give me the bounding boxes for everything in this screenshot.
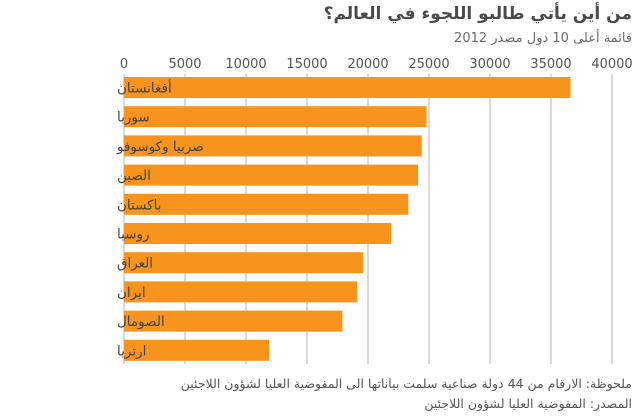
category-label: ايران xyxy=(117,285,146,301)
category-label: صربيا وكوسوفو xyxy=(116,139,204,155)
bar xyxy=(124,252,364,274)
x-tick-label: 0 xyxy=(120,57,128,72)
bar xyxy=(124,339,270,361)
category-label: باكستان xyxy=(117,197,161,213)
category-label: ارتريا xyxy=(117,343,146,359)
category-label: الصين xyxy=(117,168,151,184)
category-label: روسيا xyxy=(117,227,150,243)
bar xyxy=(124,281,358,303)
bar xyxy=(124,77,571,98)
x-tick-label: 35000 xyxy=(530,57,571,72)
bar xyxy=(124,310,343,332)
bar xyxy=(124,164,419,186)
x-tick-label: 20000 xyxy=(347,57,388,72)
bar xyxy=(124,135,422,157)
bar xyxy=(124,193,409,215)
footnote: ملحوظة: الارقام من 44 دولة صناعية سلمت ب… xyxy=(180,376,632,391)
category-label: العراق xyxy=(117,256,153,272)
category-label: الصومال xyxy=(117,314,165,330)
x-tick-label: 25000 xyxy=(408,57,449,72)
category-label: أفغانستان xyxy=(117,79,172,97)
x-tick-label: 15000 xyxy=(286,57,327,72)
x-tick-label: 10000 xyxy=(225,57,266,72)
bar xyxy=(124,223,392,244)
source-note: المصدر: المفوضية العليا لشؤون اللاجئين xyxy=(424,396,632,411)
chart-title: من أين يأتي طالبو اللجوء في العالم؟ xyxy=(323,4,632,24)
x-tick-label: 40000 xyxy=(591,57,632,72)
category-label: سوريا xyxy=(117,110,150,126)
x-tick-label: 5000 xyxy=(168,57,201,72)
chart-subtitle: قائمة أعلى 10 دول مصدر 2012 xyxy=(454,31,632,46)
x-tick-label: 30000 xyxy=(469,57,510,72)
bar xyxy=(124,106,427,128)
